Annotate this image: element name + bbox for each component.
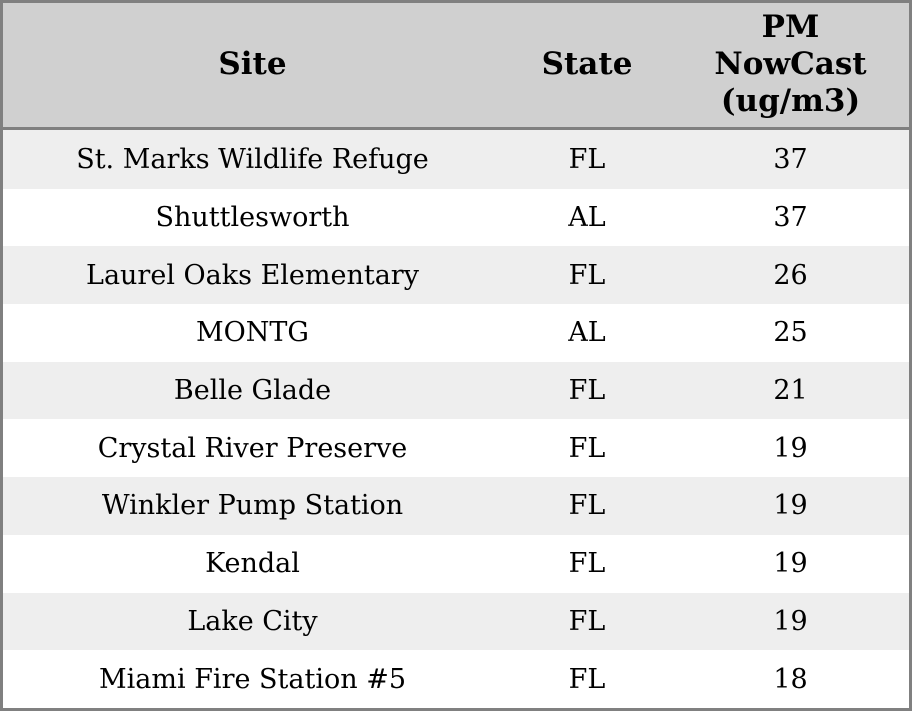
column-header-state: State: [502, 3, 672, 130]
pm-nowcast-cell: 26: [672, 246, 909, 304]
table-body: St. Marks Wildlife Refuge FL 37 Shuttles…: [3, 128, 909, 708]
table-row: Kendal FL 19: [3, 534, 909, 593]
table-row: Lake City FL 19: [3, 592, 909, 651]
site-cell: Shuttlesworth: [3, 188, 502, 247]
state-cell: FL: [502, 128, 672, 189]
pm-nowcast-cell: 19: [672, 534, 909, 593]
table-row: Winkler Pump Station FL 19: [3, 477, 909, 535]
state-cell: FL: [502, 592, 672, 651]
state-cell: AL: [502, 188, 672, 247]
column-header-site: Site: [3, 3, 502, 130]
site-cell: Lake City: [3, 592, 502, 651]
site-cell: Miami Fire Station #5: [3, 650, 502, 708]
state-cell: FL: [502, 246, 672, 304]
site-cell: MONTG: [3, 303, 502, 362]
site-cell: Winkler Pump Station: [3, 477, 502, 535]
state-cell: FL: [502, 361, 672, 420]
table-row: Belle Glade FL 21: [3, 361, 909, 420]
table-row: Shuttlesworth AL 37: [3, 188, 909, 247]
site-cell: Kendal: [3, 534, 502, 593]
table-row: Crystal River Preserve FL 19: [3, 419, 909, 478]
table-row: St. Marks Wildlife Refuge FL 37: [3, 128, 909, 189]
pm-nowcast-cell: 25: [672, 303, 909, 362]
table-row: Miami Fire Station #5 FL 18: [3, 650, 909, 708]
column-header-pm-nowcast: PM NowCast (ug/m3): [672, 3, 909, 130]
pm-nowcast-cell: 37: [672, 128, 909, 189]
state-cell: FL: [502, 419, 672, 478]
site-cell: Belle Glade: [3, 361, 502, 420]
table-header: Site State PM NowCast (ug/m3): [3, 3, 909, 130]
pm-nowcast-cell: 19: [672, 419, 909, 478]
pm-nowcast-cell: 18: [672, 650, 909, 708]
pm-nowcast-cell: 19: [672, 477, 909, 535]
state-cell: FL: [502, 477, 672, 535]
data-table: Site State PM NowCast (ug/m3) St. Marks …: [3, 3, 909, 708]
table-row: Laurel Oaks Elementary FL 26: [3, 246, 909, 304]
pm-nowcast-cell: 19: [672, 592, 909, 651]
pm-nowcast-cell: 37: [672, 188, 909, 247]
table-row: MONTG AL 25: [3, 303, 909, 362]
state-cell: FL: [502, 534, 672, 593]
state-cell: AL: [502, 303, 672, 362]
site-cell: Crystal River Preserve: [3, 419, 502, 478]
pm-nowcast-cell: 21: [672, 361, 909, 420]
header-row: Site State PM NowCast (ug/m3): [3, 3, 909, 130]
state-cell: FL: [502, 650, 672, 708]
site-cell: Laurel Oaks Elementary: [3, 246, 502, 304]
site-cell: St. Marks Wildlife Refuge: [3, 128, 502, 189]
